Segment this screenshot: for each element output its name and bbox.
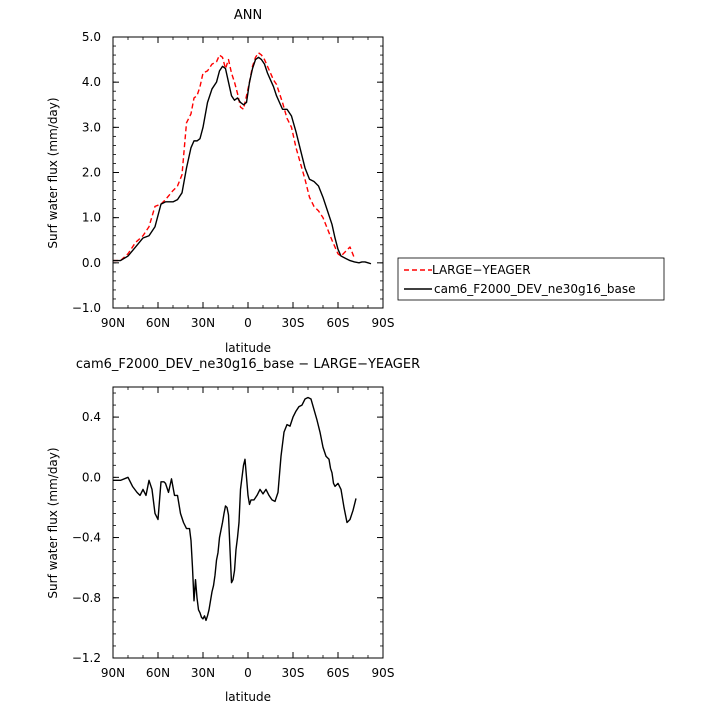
x-tick-label: 30N: [191, 316, 215, 330]
plot-frame-bottom: [112, 386, 384, 659]
y-axis-label-top: Surf water flux (mm/day): [46, 97, 60, 248]
x-tick-label: 60S: [327, 666, 350, 680]
y-tick-label: 0.4: [82, 410, 101, 424]
x-tick-label: 90S: [372, 316, 395, 330]
x-tick-label: 0: [244, 316, 252, 330]
y-tick-label: −0.4: [72, 531, 101, 545]
x-tick-label: 30S: [282, 666, 305, 680]
y-tick-label: −0.8: [72, 591, 101, 605]
plot-frame-top: [112, 36, 384, 309]
legend: LARGE−YEAGER cam6_F2000_DEV_ne30g16_base: [397, 257, 665, 301]
x-tick-label: 30S: [282, 316, 305, 330]
y-tick-label: 1.0: [82, 211, 101, 225]
chart-panel-top: ANN Surf water flux (mm/day) latitude −1…: [46, 8, 394, 355]
series-line-1-0: [113, 396, 357, 622]
y-tick-label: −1.0: [72, 301, 101, 315]
x-tick-label: 90N: [101, 666, 125, 680]
y-axis-label-bottom: Surf water flux (mm/day): [46, 447, 60, 598]
x-axis-label-bottom: latitude: [225, 690, 271, 704]
x-tick-label: 60N: [146, 316, 170, 330]
legend-label-cam6: cam6_F2000_DEV_ne30g16_base: [434, 282, 636, 296]
series-line-0-0: [113, 52, 356, 262]
y-tick-label: 4.0: [82, 75, 101, 89]
y-tick-label: 3.0: [82, 120, 101, 134]
y-tick-label: −1.2: [72, 651, 101, 665]
x-tick-label: 90S: [372, 666, 395, 680]
y-tick-label: 0.0: [82, 256, 101, 270]
chart-panel-bottom: cam6_F2000_DEV_ne30g16_base − LARGE−YEAG…: [46, 357, 420, 704]
chart-title-bottom: cam6_F2000_DEV_ne30g16_base − LARGE−YEAG…: [76, 357, 420, 372]
x-tick-label: 60N: [146, 666, 170, 680]
y-tick-label: 0.0: [82, 470, 101, 484]
series-line-0-1: [113, 56, 372, 265]
legend-box: [397, 257, 665, 301]
x-tick-label: 60S: [327, 316, 350, 330]
y-tick-label: 5.0: [82, 30, 101, 44]
chart-title-top: ANN: [234, 8, 262, 23]
x-tick-label: 90N: [101, 316, 125, 330]
legend-label-large-yeager: LARGE−YEAGER: [432, 263, 531, 277]
x-tick-label: 0: [244, 666, 252, 680]
x-tick-label: 30N: [191, 666, 215, 680]
y-tick-label: 2.0: [82, 166, 101, 180]
x-axis-label-top: latitude: [225, 341, 271, 355]
